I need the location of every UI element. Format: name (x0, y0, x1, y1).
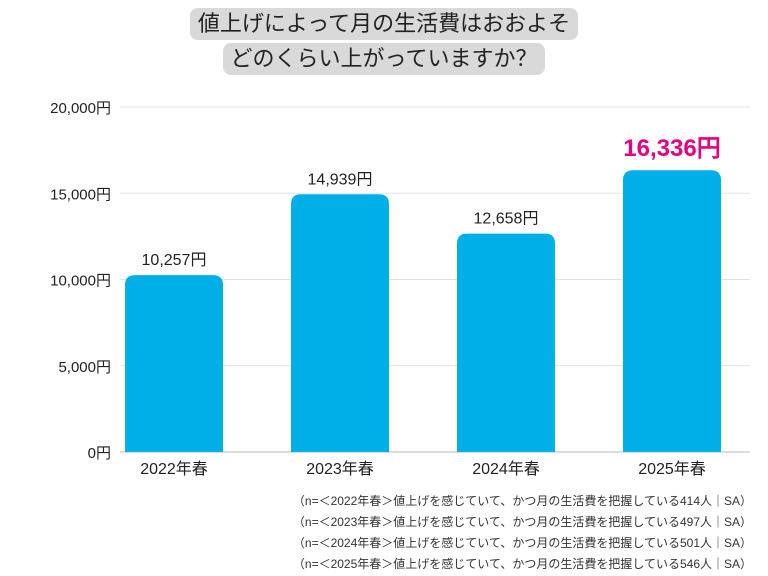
note-2024: （n=＜2024年春＞値上げを感じていて、かつ月の生活費を把握している501人｜… (292, 536, 752, 550)
bar-2022年春 (125, 275, 223, 452)
x-tick-label: 2023年春 (306, 460, 374, 478)
note-2022: （n=＜2022年春＞値上げを感じていて、かつ月の生活費を把握している414人｜… (292, 494, 752, 508)
data-label: 14,939円 (308, 171, 373, 188)
x-tick-label: 2025年春 (638, 460, 706, 478)
bar-2024年春 (457, 233, 555, 452)
x-tick-label: 2024年春 (472, 460, 540, 478)
y-tick-label: 0円 (88, 445, 111, 462)
note-2023: （n=＜2023年春＞値上げを感じていて、かつ月の生活費を把握している497人｜… (292, 515, 752, 529)
y-tick-label: 5,000円 (58, 359, 111, 376)
data-label: 10,257円 (142, 252, 207, 269)
sample-notes: （n=＜2022年春＞値上げを感じていて、かつ月の生活費を把握している414人｜… (293, 491, 752, 575)
chart-title-line-2: どのくらい上がっていますか？ (0, 43, 768, 75)
y-tick-label: 15,000円 (50, 186, 111, 203)
bar-2023年春 (291, 194, 389, 452)
data-label: 12,658円 (474, 211, 539, 228)
chart-title-line-1: 値上げによって月の生活費はおおよそ (0, 8, 768, 40)
x-tick-label: 2022年春 (140, 460, 208, 478)
note-2025: （n=＜2025年春＞値上げを感じていて、かつ月の生活費を把握している546人｜… (292, 557, 752, 571)
title-text-2: どのくらい上がっていますか？ (222, 43, 546, 75)
bar-2025年春 (623, 170, 721, 453)
y-tick-label: 20,000円 (50, 100, 111, 117)
data-label: 16,336円 (623, 135, 720, 162)
y-tick-label: 10,000円 (50, 273, 111, 290)
title-text-1: 値上げによって月の生活費はおおよそ (189, 8, 579, 40)
